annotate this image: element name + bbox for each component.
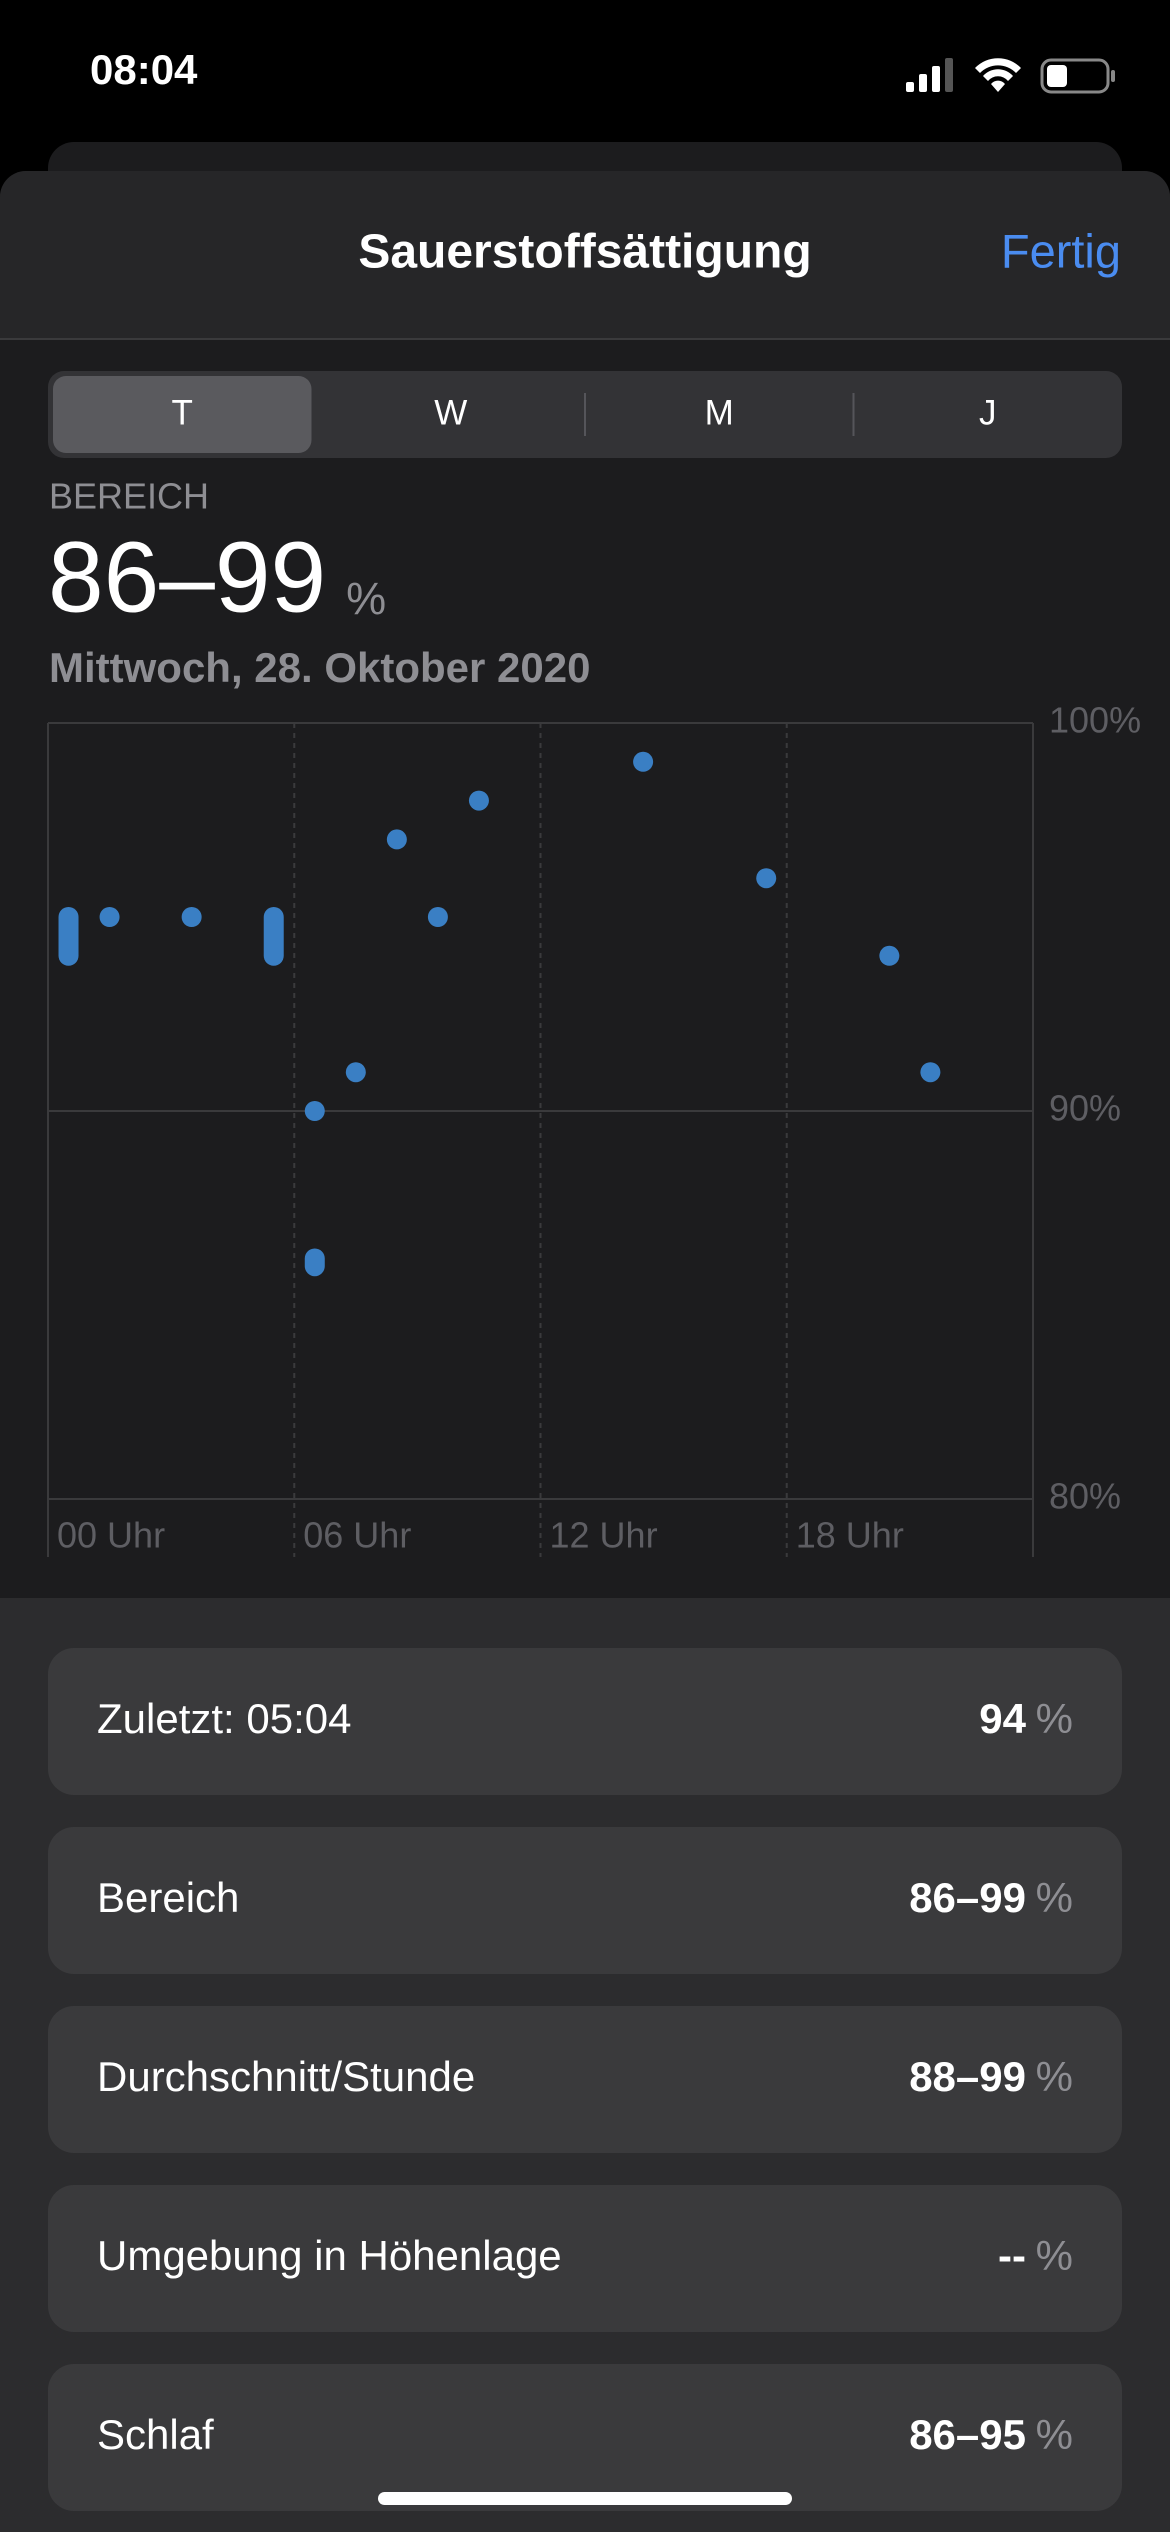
stat-unit: % <box>1036 2411 1073 2458</box>
range-bar <box>263 907 284 966</box>
segment-selected <box>53 376 312 453</box>
stat-unit: % <box>1036 2232 1073 2279</box>
y-tick-label: 100% <box>1049 700 1141 741</box>
stats-list: Zuletzt: 05:04 94 % Bereich 86–99 % Durchschni… <box>48 1648 1122 2511</box>
stat-row <box>48 1827 1122 1974</box>
data-point <box>468 790 489 811</box>
stat-row <box>48 1648 1122 1795</box>
done-button[interactable]: Fertig <box>1001 224 1121 277</box>
stat-value: -- <box>998 2232 1026 2279</box>
stat-unit: % <box>1036 1874 1073 1921</box>
stat-value: 86–99 <box>909 1874 1026 1921</box>
summary-label: BEREICH <box>49 476 209 517</box>
stat-label: Durchschnitt/Stunde <box>97 2053 475 2100</box>
stat-value: 88–99 <box>909 2053 1026 2100</box>
y-tick-label: 80% <box>1049 1476 1121 1517</box>
summary-unit: % <box>346 573 386 624</box>
status-time: 08:04 <box>90 46 198 93</box>
header-bar <box>0 171 1170 339</box>
stat-value: 94 <box>979 1695 1026 1742</box>
stat-label: Bereich <box>97 1874 239 1921</box>
stat-unit: % <box>1036 2053 1073 2100</box>
x-tick-label: 18 Uhr <box>796 1515 904 1556</box>
data-point <box>633 751 654 772</box>
segment-label[interactable]: M <box>705 393 734 432</box>
data-point <box>345 1062 366 1083</box>
stat-row <box>48 2185 1122 2332</box>
y-tick-label: 90% <box>1049 1088 1121 1129</box>
data-point <box>181 907 202 927</box>
stat-label: Umgebung in Höhenlage <box>97 2232 562 2279</box>
chart: 80% 90% 100% 00 Uhr 06 Uhr 12 Uhr 18 Uhr <box>47 700 1141 1557</box>
x-tick-label: 00 Uhr <box>57 1515 165 1556</box>
stat-row <box>48 2006 1122 2153</box>
stat-row <box>48 2364 1122 2511</box>
data-point <box>879 945 900 966</box>
stat-value: 86–95 <box>909 2411 1026 2458</box>
data-point <box>756 868 777 889</box>
x-tick-label: 06 Uhr <box>303 1515 411 1556</box>
home-indicator <box>378 2492 792 2505</box>
summary-date: Mittwoch, 28. Oktober 2020 <box>49 644 591 691</box>
segment-label[interactable]: J <box>979 393 997 432</box>
x-tick-label: 12 Uhr <box>550 1515 658 1556</box>
segment-label[interactable]: W <box>434 393 467 432</box>
data-point <box>304 1101 325 1121</box>
status-icons <box>906 58 1115 94</box>
stat-label: Zuletzt: 05:04 <box>97 1695 351 1742</box>
range-bar <box>58 907 79 966</box>
header-title: Sauerstoffsättigung <box>358 226 811 279</box>
range-bar <box>304 1248 325 1277</box>
summary-value: 86–99 <box>48 521 326 633</box>
stat-unit: % <box>1036 1695 1073 1742</box>
data-point <box>427 907 448 927</box>
stat-label: Schlaf <box>97 2411 214 2458</box>
data-point <box>920 1062 941 1083</box>
segment-label[interactable]: T <box>172 393 193 432</box>
data-point <box>99 907 120 927</box>
data-point <box>386 829 407 850</box>
